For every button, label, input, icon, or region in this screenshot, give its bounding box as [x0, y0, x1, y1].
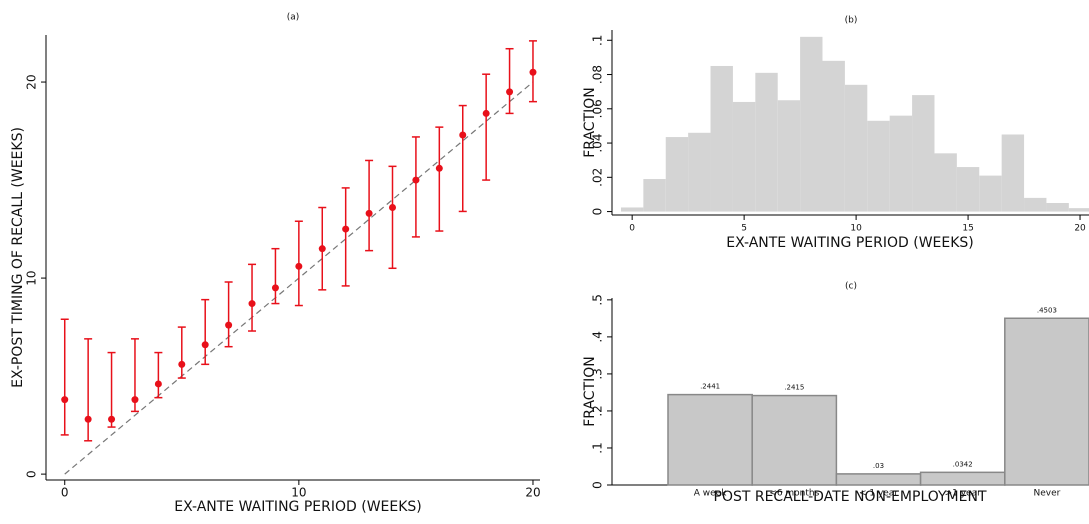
- y-tick-label: .1: [591, 35, 605, 46]
- x-tick-label: 20: [1074, 224, 1086, 234]
- bar: [1046, 203, 1069, 212]
- y-tick-label: 0: [591, 481, 605, 489]
- y-tick-label: .1: [591, 442, 605, 453]
- point: [412, 176, 420, 184]
- chart-title: (a): [287, 13, 300, 23]
- bar: [844, 84, 868, 212]
- bar: [912, 95, 935, 212]
- point: [201, 341, 209, 349]
- y-tick-label: .4: [591, 331, 605, 342]
- point: [154, 380, 162, 388]
- y-tick-label: .02: [591, 168, 605, 187]
- bar: [919, 471, 1006, 486]
- y-tick-label: .5: [591, 294, 605, 305]
- x-tick-label: 0: [61, 486, 69, 500]
- bar: [822, 60, 845, 212]
- y-axis-label: EX-POST TIMING OF RECALL (WEEKS): [10, 127, 26, 388]
- bar: [934, 153, 957, 212]
- point: [506, 88, 514, 96]
- bar: [867, 120, 890, 212]
- bar: [1068, 208, 1089, 212]
- y-tick-label: .3: [591, 368, 605, 379]
- point: [529, 68, 537, 76]
- y-tick-label: 0: [591, 208, 605, 216]
- y-tick-label: .06: [591, 99, 605, 118]
- point: [295, 262, 303, 270]
- point: [178, 360, 186, 368]
- point: [435, 164, 443, 172]
- value-label: .03: [873, 462, 884, 470]
- bar: [777, 100, 801, 212]
- y-axis-label: FRACTION: [582, 356, 598, 427]
- x-tick-label: 0: [629, 224, 635, 234]
- bar: [688, 132, 711, 212]
- bar: [1004, 317, 1089, 486]
- x-tick-label: Never: [1033, 489, 1060, 499]
- point: [459, 131, 467, 139]
- x-tick-label: 15: [962, 224, 973, 234]
- y-tick-label: .2: [591, 405, 605, 416]
- point: [318, 245, 326, 253]
- y-tick-label: .08: [591, 65, 605, 84]
- point: [61, 396, 69, 404]
- chart-title: (c): [845, 282, 857, 292]
- x-tick-label: 10: [850, 224, 862, 234]
- bar: [1024, 197, 1047, 212]
- x-tick-label: >1 year: [945, 489, 982, 499]
- point: [84, 415, 92, 423]
- x-axis-label: EX-ANTE WAITING PERIOD (WEEKS): [726, 235, 974, 251]
- point: [108, 415, 116, 423]
- y-tick-label: 20: [25, 74, 39, 89]
- bar: [889, 115, 913, 212]
- point: [365, 209, 373, 217]
- point: [482, 109, 490, 117]
- x-axis-label: EX-ANTE WAITING PERIOD (WEEKS): [174, 499, 422, 515]
- point: [248, 300, 256, 308]
- y-axis-label: FRACTION: [582, 87, 598, 158]
- bar: [979, 175, 1002, 212]
- x-tick-label: A week: [694, 489, 727, 499]
- bar: [800, 36, 823, 212]
- value-label: .4503: [1037, 306, 1057, 314]
- bar: [835, 473, 922, 486]
- point: [342, 225, 350, 233]
- x-tick-label: 5: [741, 224, 747, 234]
- x-tick-label: <6 months: [769, 489, 819, 499]
- bar: [732, 101, 756, 212]
- x-tick-label: < 1 year: [859, 489, 898, 499]
- x-axis-label: POST RECALL-DATE NON-EMPLOYMENT: [714, 489, 987, 505]
- bar: [1001, 134, 1025, 212]
- bar: [665, 137, 689, 212]
- bar: [667, 393, 753, 486]
- bar: [710, 65, 733, 212]
- y-tick-label: 10: [25, 270, 39, 285]
- value-label: .2441: [700, 383, 720, 391]
- value-label: .2415: [784, 384, 804, 392]
- y-tick-label: 0: [25, 470, 39, 478]
- point: [271, 284, 279, 292]
- chart-title: (b): [845, 16, 858, 26]
- bar: [956, 167, 980, 212]
- point: [225, 321, 233, 329]
- point: [389, 204, 397, 212]
- x-tick-label: 10: [291, 486, 306, 500]
- value-label: .0342: [953, 460, 973, 468]
- y-tick-label: .04: [591, 134, 605, 153]
- x-tick-label: 20: [525, 486, 540, 500]
- bar: [751, 394, 838, 486]
- bar: [755, 72, 778, 212]
- bar: [643, 179, 666, 212]
- point: [131, 396, 139, 404]
- bar: [620, 207, 644, 212]
